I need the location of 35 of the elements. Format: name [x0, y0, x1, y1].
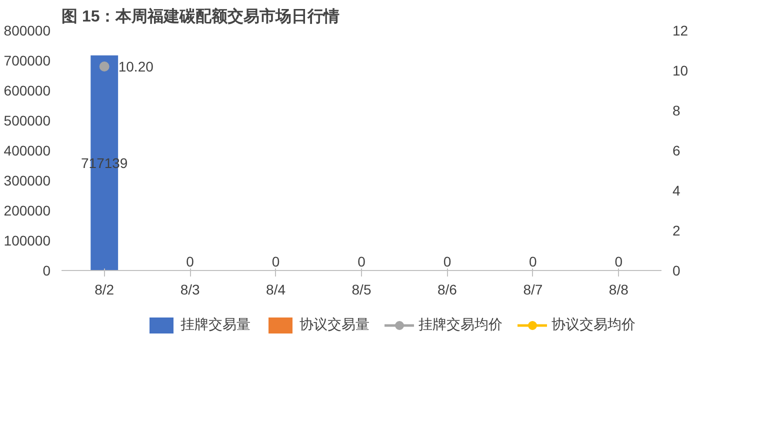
y2-tick-label: 0: [672, 262, 680, 278]
y-tick-label: 100000: [4, 232, 51, 248]
y2-tick-label: 10: [672, 62, 688, 78]
y-tick-label: 700000: [4, 52, 51, 68]
y2-tick-label: 8: [672, 102, 680, 118]
x-tick-label: 8/4: [266, 282, 286, 298]
data-label: 0: [529, 254, 538, 270]
data-label: 0: [272, 254, 280, 270]
chart-title: 图 15：本周福建碳配额交易市场日行情: [62, 6, 340, 26]
y-tick-label: 600000: [4, 82, 51, 98]
y2-tick-label: 12: [672, 22, 688, 38]
legend-label: 挂牌交易均价: [418, 316, 502, 334]
data-label: 0: [443, 254, 452, 270]
legend-label: 协议交易均价: [552, 316, 636, 334]
y-tick-label: 300000: [4, 172, 51, 188]
x-tick-label: 8/8: [608, 282, 629, 298]
data-label: 0: [186, 254, 194, 270]
x-tick-label: 8/3: [180, 282, 200, 298]
data-label: 0: [358, 254, 366, 270]
x-tick-label: 8/6: [437, 282, 458, 298]
legend-label: 协议交易量: [300, 316, 370, 334]
y2-tick-label: 2: [672, 222, 680, 238]
x-tick-label: 8/7: [523, 282, 543, 298]
y-tick-label: 200000: [4, 202, 51, 218]
y2-tick-label: 4: [672, 182, 680, 198]
data-label: 10.20: [118, 58, 154, 74]
y-tick-label: 500000: [4, 112, 51, 128]
data-label: 0: [614, 254, 623, 270]
y-tick-label: 800000: [4, 22, 51, 38]
y-tick-label: 400000: [4, 142, 51, 158]
x-tick-label: 8/2: [94, 282, 114, 298]
y2-tick-label: 6: [672, 142, 680, 158]
y-tick-label: 0: [42, 262, 51, 278]
x-tick-label: 8/5: [352, 282, 372, 298]
legend-label: 挂牌交易量: [180, 316, 250, 334]
